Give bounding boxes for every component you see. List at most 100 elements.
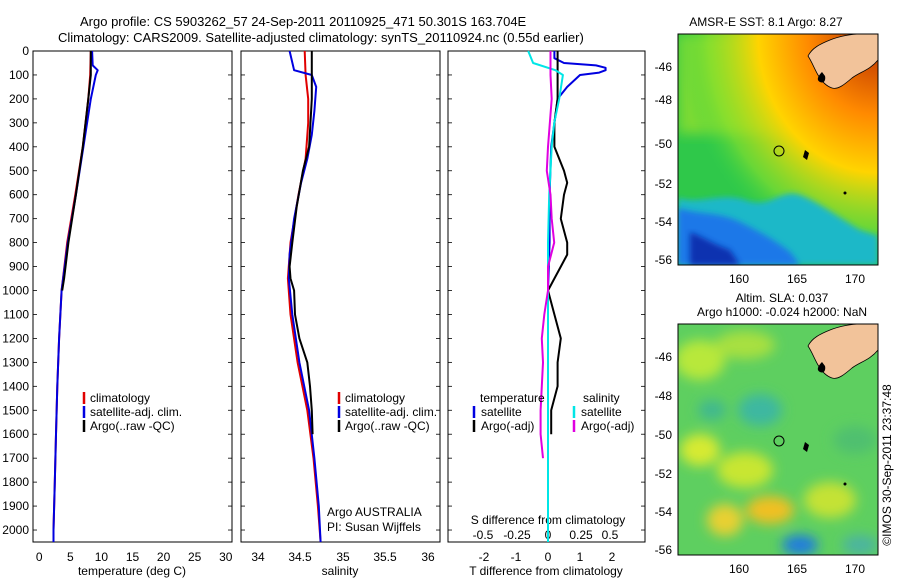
sal-legend-sat-label: satellite-adj. clim. bbox=[345, 405, 437, 419]
depth-tick-label: 1000 bbox=[2, 284, 29, 298]
sla-island-campbell bbox=[843, 482, 847, 486]
depth-tick-label: 800 bbox=[9, 236, 29, 250]
depth-tick-label: 100 bbox=[9, 68, 29, 82]
sst-island-campbell bbox=[843, 191, 847, 195]
sst-land-new-zealand bbox=[807, 34, 878, 89]
depth-tick-label: 1400 bbox=[2, 379, 29, 393]
temperature-tick-label: 20 bbox=[157, 550, 171, 564]
temperature-tick-label: 10 bbox=[95, 550, 109, 564]
salinity-argo-line bbox=[288, 51, 314, 435]
salinity-xlabel: salinity bbox=[322, 564, 359, 578]
title-line-1: Argo profile: CS 5903262_57 24-Sep-2011 … bbox=[80, 14, 527, 29]
temperature-argo-line bbox=[61, 51, 92, 291]
sla-ytick-48: -48 bbox=[655, 389, 673, 403]
diff-bottom-xlabel: T difference from climatology bbox=[469, 564, 623, 578]
sla-anomaly-field bbox=[678, 331, 878, 555]
imos-watermark: ©IMOS 30-Sep-2011 23:37:48 bbox=[880, 384, 894, 546]
sst-map-frame bbox=[677, 33, 879, 266]
depth-tick-label: 1600 bbox=[2, 427, 29, 441]
sla-map-title-2: Argo h1000: -0.024 h2000: NaN bbox=[697, 305, 867, 319]
sst-coldest-region bbox=[690, 232, 740, 265]
salinity-tick-34.5: 34.5 bbox=[288, 550, 312, 564]
depth-tick-label: 1500 bbox=[2, 403, 29, 417]
t-tick-neg2: -2 bbox=[479, 550, 490, 564]
temperature-satellite-line bbox=[52, 50, 99, 542]
sla-xtick-160: 160 bbox=[729, 562, 749, 576]
sla-ytick-54: -54 bbox=[655, 505, 673, 519]
depth-tick-label: 1700 bbox=[2, 451, 29, 465]
diff-legend-tsat-label: satellite bbox=[481, 405, 522, 419]
sla-ytick-50: -50 bbox=[655, 428, 673, 442]
depth-tick-label: 500 bbox=[9, 164, 29, 178]
sst-x-ticks: 160 165 170 bbox=[729, 272, 865, 286]
sla-ytick-52: -52 bbox=[655, 467, 673, 481]
sst-xtick-165: 165 bbox=[787, 272, 807, 286]
sla-island-auckland bbox=[803, 442, 809, 452]
depth-tick-label: 300 bbox=[9, 116, 29, 130]
sal-legend-argo-label: Argo(..raw -QC) bbox=[345, 419, 430, 433]
salinity-legend: climatology satellite-adj. clim. Argo(..… bbox=[327, 391, 437, 534]
depth-tick-label: 1300 bbox=[2, 355, 29, 369]
legend-argo-label: Argo(..raw -QC) bbox=[90, 419, 175, 433]
sla-xtick-170: 170 bbox=[845, 562, 865, 576]
sla-low-2 bbox=[698, 400, 726, 420]
temperature-tick-label: 5 bbox=[67, 550, 74, 564]
profile-curves bbox=[52, 50, 607, 543]
sst-xtick-170: 170 bbox=[845, 272, 865, 286]
s-tick-neg025: -0.25 bbox=[503, 528, 531, 542]
sst-stewart-island bbox=[817, 72, 826, 83]
sla-high-1 bbox=[678, 340, 725, 380]
legend-clim-label: climatology bbox=[90, 391, 150, 405]
depth-tick-label: 0 bbox=[22, 44, 29, 58]
temperature-xlabel: temperature (deg C) bbox=[78, 564, 186, 578]
s-tick-05: 0.5 bbox=[602, 528, 619, 542]
credit-line-2: PI: Susan Wijffels bbox=[327, 520, 421, 534]
temperature-tick-label: 30 bbox=[219, 550, 233, 564]
sla-high-3 bbox=[680, 434, 720, 466]
sla-y-ticks: -46 -48 -50 -52 -54 -56 bbox=[655, 350, 673, 557]
depth-tick-label: 1800 bbox=[2, 475, 29, 489]
sst-argo-position-marker bbox=[773, 145, 785, 157]
sla-map-frame bbox=[677, 323, 879, 556]
depth-axis: 0 100 200 300 400 500 600 700 800 900 1000 1100 1200… bbox=[2, 44, 645, 537]
diff-legend-ssat-label: satellite bbox=[581, 405, 622, 419]
credit-line-1: Argo AUSTRALIA bbox=[327, 505, 422, 519]
sla-xtick-165: 165 bbox=[787, 562, 807, 576]
sst-ytick-50: -50 bbox=[655, 137, 673, 151]
sla-low-5 bbox=[842, 535, 878, 555]
sla-low-3 bbox=[782, 535, 818, 555]
temperature-tick-label: 25 bbox=[188, 550, 202, 564]
title-line-2: Climatology: CARS2009. Satellite-adjuste… bbox=[58, 30, 584, 45]
sla-x-ticks: 160 165 170 bbox=[729, 562, 865, 576]
sst-island-auckland bbox=[803, 150, 809, 160]
s-tick-025: 0.25 bbox=[569, 528, 593, 542]
diff-bottom-ticks: -2 -1 0 1 2 bbox=[479, 550, 616, 564]
t-tick-0: 0 bbox=[545, 550, 552, 564]
temperature-axes bbox=[32, 50, 233, 543]
sla-stewart-island bbox=[817, 362, 826, 373]
sla-map: -46 -48 -50 -52 -54 -56 160 165 170 bbox=[655, 323, 879, 576]
sla-argo-position-marker bbox=[773, 435, 785, 447]
salinity-x-axis: 34 34.5 35 35.5 36 bbox=[251, 550, 435, 564]
sla-high-6 bbox=[707, 504, 743, 536]
sla-low-4 bbox=[833, 426, 877, 454]
difference-legend: temperature salinity satellite Argo(-adj… bbox=[472, 391, 634, 433]
legend-temperature-head: temperature bbox=[480, 391, 545, 405]
salinity-tick-36: 36 bbox=[421, 550, 435, 564]
difference-axes bbox=[447, 50, 646, 543]
sla-high-2 bbox=[715, 331, 775, 359]
diff-top-ticks: -0.5 -0.25 0 0.25 0.5 bbox=[473, 528, 619, 542]
salinity-tick-34: 34 bbox=[251, 550, 265, 564]
diff-temperature-satellite-line bbox=[547, 51, 607, 542]
sla-ytick-46: -46 bbox=[655, 350, 673, 364]
salinity-axes bbox=[240, 50, 441, 543]
diff-legend-sargo-label: Argo(-adj) bbox=[581, 419, 634, 433]
salinity-tick-35.5: 35.5 bbox=[373, 550, 397, 564]
sla-high-4 bbox=[717, 452, 773, 488]
diff-salinity-satellite-line bbox=[527, 50, 564, 542]
temperature-tick-label: 15 bbox=[126, 550, 140, 564]
sst-ytick-48: -48 bbox=[655, 93, 673, 107]
t-tick-neg1: -1 bbox=[511, 550, 522, 564]
sla-high-5 bbox=[746, 496, 794, 524]
